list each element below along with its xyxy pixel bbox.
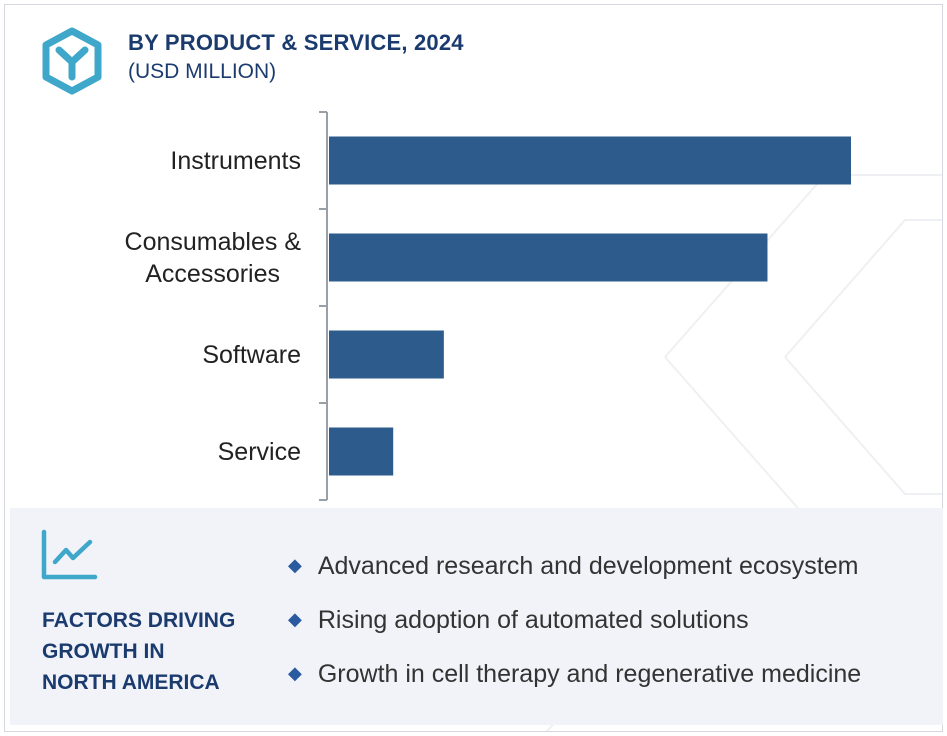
bar: [329, 136, 851, 185]
chart-subtitle: (USD MILLION): [128, 60, 277, 83]
factors-title-line: NORTH AMERICA: [42, 671, 220, 694]
bar: [329, 233, 768, 282]
factor-item-text: Growth in cell therapy and regenerative …: [317, 660, 862, 688]
factors-panel: [10, 508, 943, 725]
category-label-line: Accessories: [145, 259, 280, 288]
factors-title-line: FACTORS DRIVING: [42, 609, 236, 632]
factors-title: FACTORS DRIVING GROWTH IN NORTH AMERICA: [42, 605, 262, 698]
factor-item: ◆ Growth in cell therapy and regenerative…: [288, 660, 861, 689]
bar: [329, 427, 394, 476]
category-label: Service: [41, 436, 301, 468]
bar: [329, 330, 444, 379]
category-label-line: Consumables &: [124, 227, 301, 256]
factor-item: ◆ Advanced research and development ecosy…: [288, 552, 858, 581]
factor-item-text: Rising adoption of automated solutions: [317, 606, 749, 634]
diamond-icon: ◆: [288, 555, 302, 575]
cube-y-icon: [42, 27, 102, 95]
y-axis: [319, 111, 328, 501]
chart-title: BY PRODUCT & SERVICE, 2024: [128, 30, 464, 55]
category-label: Software: [41, 339, 301, 371]
line-chart-icon: [41, 529, 98, 580]
category-label: Instruments: [41, 145, 301, 177]
diamond-icon: ◆: [288, 609, 302, 629]
bar-chart: [319, 111, 851, 501]
diamond-icon: ◆: [288, 663, 302, 683]
category-label-line: Software: [202, 340, 301, 369]
factors-title-line: GROWTH IN: [42, 640, 165, 663]
category-label: Consumables & Accessories: [41, 226, 301, 290]
factor-item-text: Advanced research and development ecosys…: [317, 552, 859, 580]
bar-series: [329, 136, 851, 476]
category-label-line: Instruments: [170, 146, 301, 175]
factor-item: ◆ Rising adoption of automated solutions: [288, 606, 749, 635]
category-label-line: Service: [217, 437, 301, 466]
